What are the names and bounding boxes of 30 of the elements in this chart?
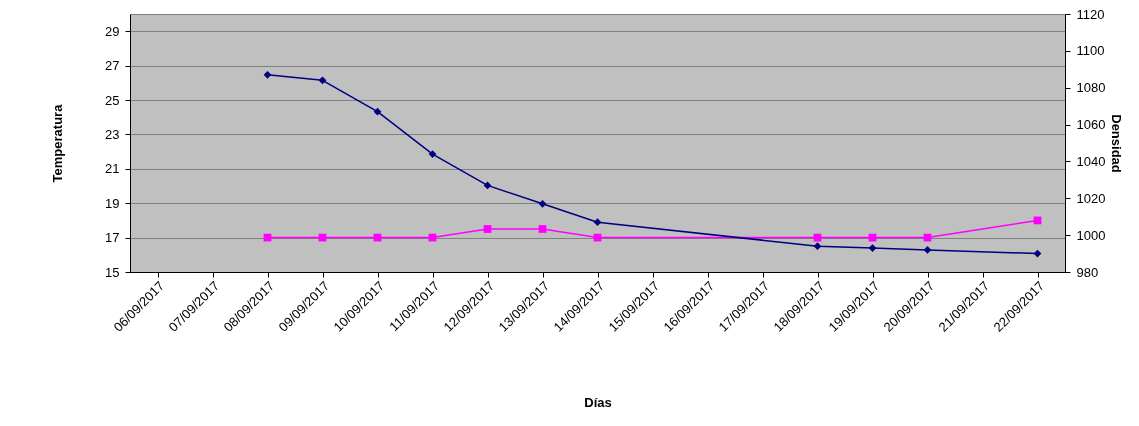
y-tick-label: 25: [105, 92, 120, 108]
point: [428, 150, 437, 158]
y2-tick-label: 1000: [1076, 227, 1106, 243]
y2-tick-label: 1080: [1076, 80, 1106, 96]
point: [373, 107, 382, 116]
y2-tick-label: 980: [1076, 264, 1099, 280]
point: [538, 199, 547, 208]
y-tick-label: 15: [105, 264, 120, 280]
y-tick-label: 27: [105, 58, 120, 74]
y-tick-label: 17: [105, 230, 120, 246]
y-tick-label: 19: [105, 195, 120, 211]
point: [923, 246, 932, 254]
y2-tick-label: 1020: [1076, 190, 1106, 206]
point: [483, 225, 492, 233]
y-tick-label: 29: [105, 23, 120, 39]
y2-tick-label: 1120: [1076, 6, 1105, 22]
point: [868, 244, 877, 252]
y2-tick-label: 1100: [1076, 43, 1105, 59]
point: [263, 70, 272, 79]
point: [318, 76, 327, 85]
y2-axis-title: Densidad: [1109, 114, 1125, 173]
y-tick-label: 21: [105, 161, 120, 177]
y2-tick-label: 1040: [1076, 153, 1106, 169]
y2-tick-label: 1060: [1076, 117, 1106, 133]
point: [593, 218, 602, 227]
point: [538, 225, 547, 233]
y-tick-label: 23: [105, 126, 120, 142]
point: [813, 242, 822, 251]
x-axis-title: Días: [584, 394, 612, 410]
y-axis-title: Temperatura: [50, 103, 66, 183]
